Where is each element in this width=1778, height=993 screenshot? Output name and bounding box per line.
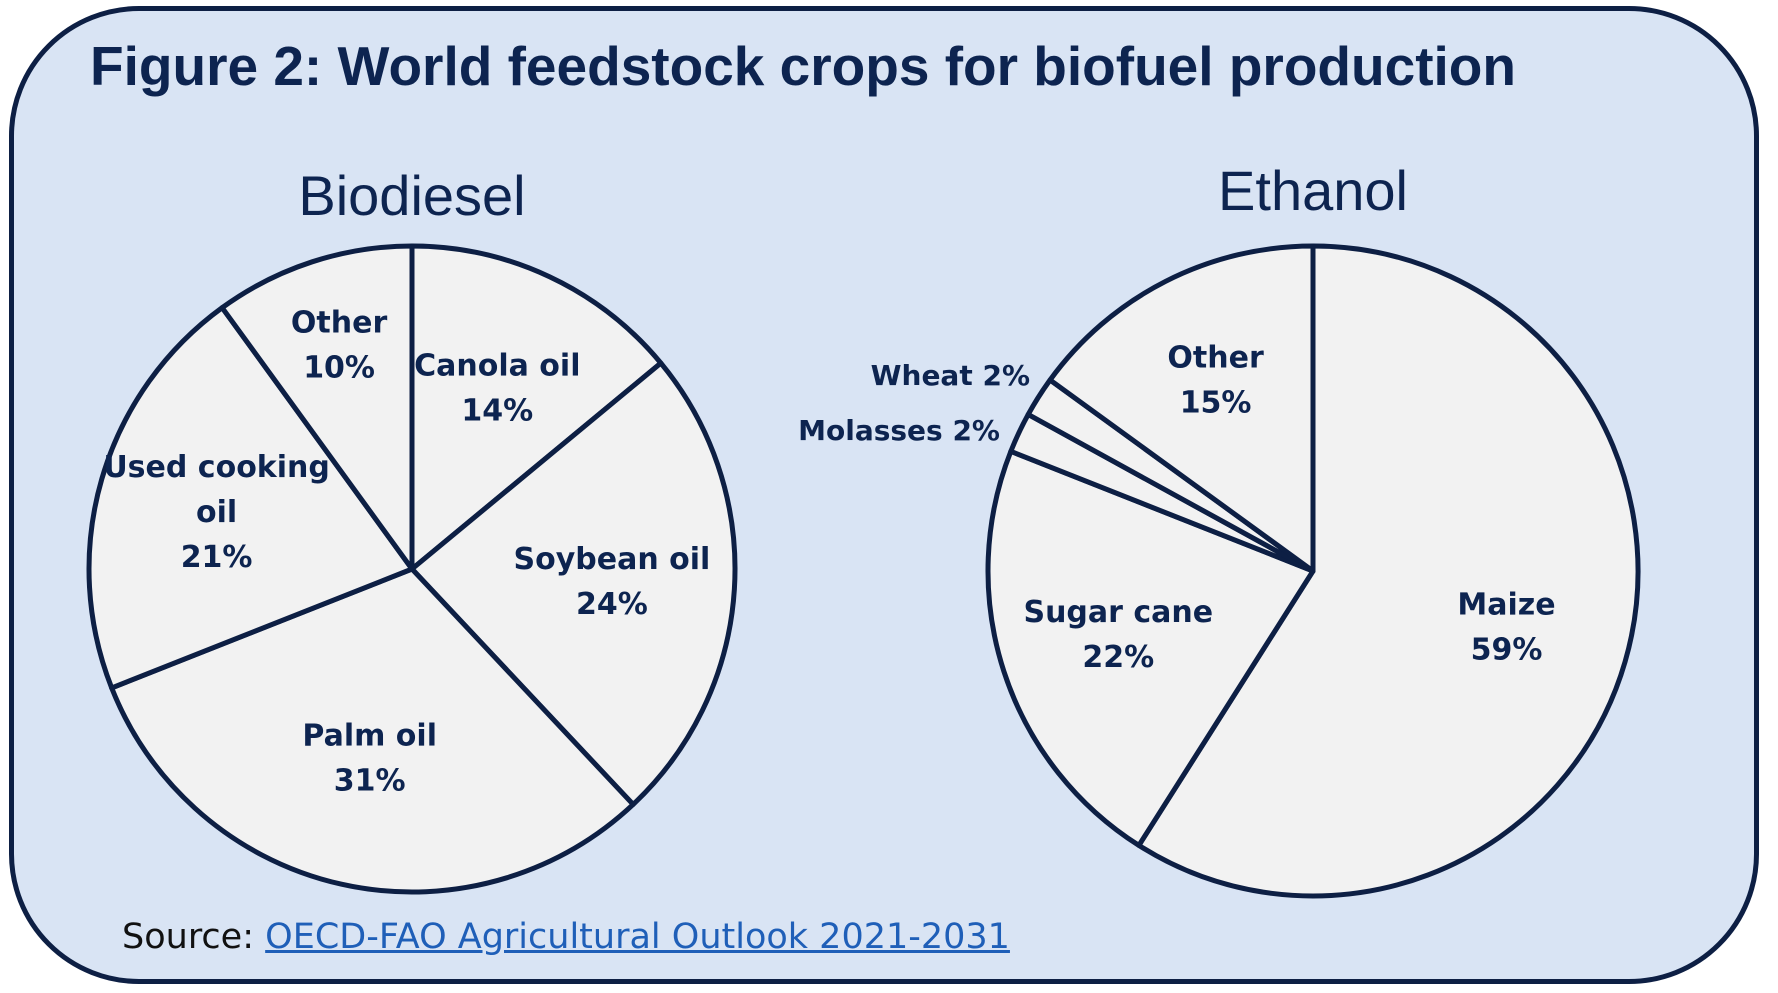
slice-label-biodiesel-palm-oil: Palm oil 31% xyxy=(302,719,437,799)
pie-chart-biodiesel: Biodiesel Canola oil 14% Soybean oil 24% Palm… xyxy=(86,164,738,895)
pie-slice-biodiesel-soybean-oil xyxy=(409,360,738,807)
source-link[interactable]: OECD-FAO Agricultural Outlook 2021-2031 xyxy=(265,917,1010,957)
source-prefix: Source: xyxy=(122,917,255,957)
pie-slice-biodiesel-canola-oil xyxy=(409,243,664,572)
pie-chart-ethanol: Ethanol Maize 59% Sugar cane 22% Molasses 2% W… xyxy=(798,159,1641,899)
pie-slice-ethanol-other xyxy=(1047,243,1316,574)
pie-slice-biodiesel-other xyxy=(219,243,415,572)
source-line: Source: OECD-FAO Agricultural Outlook 20… xyxy=(122,917,1010,957)
slice-label-biodiesel-used-cooking-oil: Used cooking oil 21% xyxy=(103,450,330,575)
slice-label-biodiesel-canola-oil: Canola oil 14% xyxy=(414,348,580,428)
slice-label-biodiesel-soybean-oil: Soybean oil 24% xyxy=(513,542,710,622)
pie-slice-ethanol-sugar-cane xyxy=(985,448,1316,848)
slice-label-ethanol-molasses: Molasses 2% xyxy=(798,414,1000,447)
slice-label-ethanol-wheat: Wheat 2% xyxy=(871,359,1030,392)
pie-title-biodiesel: Biodiesel xyxy=(298,164,525,227)
pie-title-ethanol: Ethanol xyxy=(1218,159,1408,222)
slice-label-ethanol-maize: Maize 59% xyxy=(1457,588,1555,668)
slice-label-biodiesel-other: Other 10% xyxy=(291,305,388,385)
slice-label-ethanol-sugar-cane: Sugar cane 22% xyxy=(1023,595,1213,675)
pie-slice-biodiesel-palm-oil xyxy=(109,566,636,895)
slice-label-ethanol-other: Other 15% xyxy=(1167,340,1264,420)
figure-title: Figure 2: World feedstock crops for biof… xyxy=(90,35,1516,97)
pie-slice-ethanol-maize xyxy=(1136,243,1641,899)
pie-slice-biodiesel-used-cooking-oil xyxy=(86,305,415,691)
